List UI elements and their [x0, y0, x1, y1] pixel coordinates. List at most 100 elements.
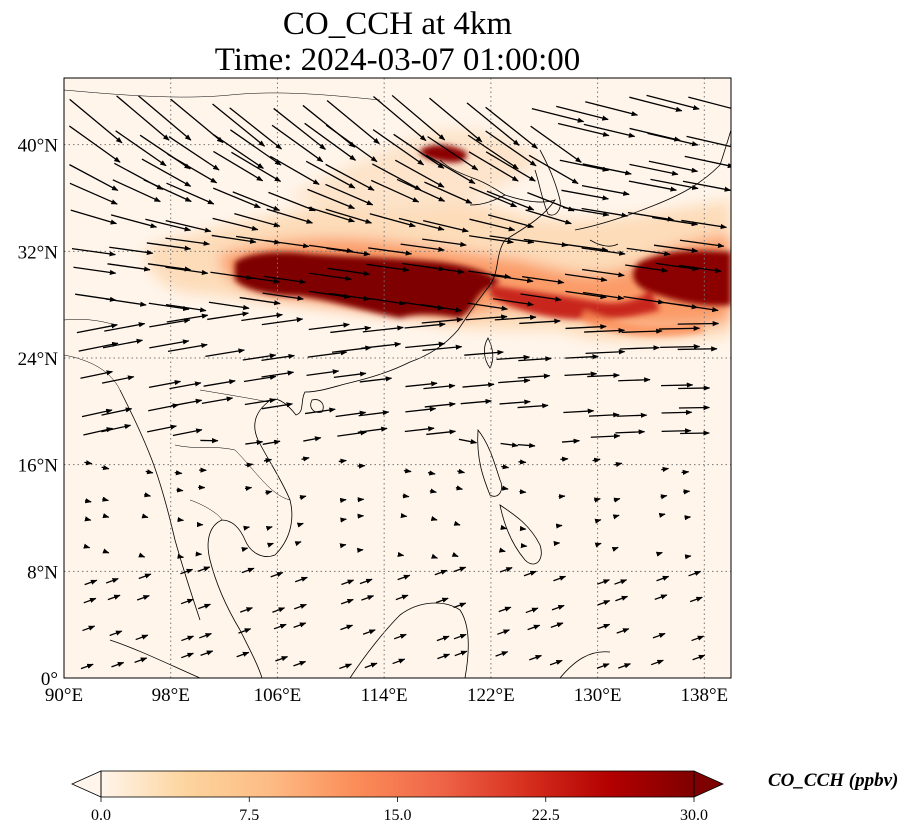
wind-arrow	[688, 570, 702, 577]
wind-arrow	[519, 489, 527, 495]
wind-arrow	[110, 214, 158, 229]
wind-arrow	[201, 396, 234, 405]
wind-arrow	[101, 424, 132, 433]
wind-arrow	[521, 275, 565, 285]
lat-tick-label: 24°N	[18, 349, 59, 370]
wind-arrow	[207, 311, 249, 321]
wind-arrow	[370, 179, 420, 203]
wind-arrow	[397, 551, 405, 557]
wind-arrow	[83, 427, 114, 436]
map-title-time: Time: 2024-03-07 01:00:00	[214, 42, 581, 78]
wind-arrow	[652, 216, 699, 227]
wind-arrow	[362, 325, 404, 333]
wind-arrow	[560, 456, 569, 462]
wind-arrow	[421, 304, 463, 313]
wind-arrow	[84, 516, 92, 522]
map-frame	[63, 77, 732, 679]
lon-tick-label: 138°E	[680, 685, 728, 706]
lat-tick-label: 8°N	[27, 562, 58, 583]
wind-arrow	[528, 154, 579, 185]
wind-arrow	[212, 103, 266, 147]
wind-arrow	[180, 598, 194, 605]
wind-arrow	[679, 239, 725, 249]
wind-arrow	[366, 263, 410, 273]
wind-arrow	[678, 385, 711, 391]
wind-arrow	[261, 402, 293, 410]
co-plume-mid-core	[490, 285, 660, 320]
wind-arrow	[435, 597, 449, 604]
lat-tick-label: 32°N	[18, 242, 59, 263]
wind-arrow	[294, 603, 307, 610]
wind-arrow	[261, 370, 295, 378]
wind-arrow	[203, 379, 236, 387]
wind-arrow	[199, 632, 212, 639]
wind-arrow	[424, 401, 456, 408]
wind-arrow	[241, 547, 249, 553]
wind-arrow	[655, 551, 663, 557]
wind-arrow	[243, 525, 251, 531]
wind-arrow	[677, 320, 720, 327]
wind-arrow	[498, 378, 531, 384]
wind-arrow	[143, 492, 152, 498]
wind-arrow	[230, 129, 282, 166]
wind-arrow	[468, 151, 519, 182]
wind-arrow	[101, 407, 133, 416]
wind-arrow	[588, 412, 620, 418]
wind-arrow	[436, 635, 450, 642]
wind-arrow	[174, 470, 183, 476]
wind-arrow	[265, 525, 273, 531]
wind-arrow	[550, 622, 564, 628]
wind-arrow	[485, 130, 537, 167]
wind-arrow	[177, 516, 185, 523]
wind-arrow	[465, 314, 508, 321]
wind-arrow	[681, 219, 728, 230]
wind-arrow	[400, 512, 408, 519]
wind-arrow	[466, 102, 520, 146]
wind-arrow	[531, 108, 585, 123]
wind-arrow	[422, 238, 467, 247]
wind-arrow	[102, 338, 144, 349]
wind-arrow	[84, 498, 92, 504]
wind-arrow	[149, 339, 190, 349]
wind-arrow	[147, 263, 192, 272]
wind-arrow	[105, 577, 119, 584]
wind-arrow	[200, 650, 214, 656]
wind-arrow	[564, 371, 598, 377]
wind-arrow	[519, 318, 561, 325]
wind-arrow	[454, 650, 468, 657]
wind-arrow	[485, 151, 536, 182]
colorbar-tick-label: 22.5	[532, 807, 560, 824]
wind-arrow	[393, 133, 445, 169]
wind-arrow	[368, 247, 413, 256]
lat-tick-label: 16°N	[18, 456, 59, 477]
wind-arrow	[136, 594, 150, 601]
philippines-luzon	[477, 428, 503, 497]
wind-arrow	[271, 124, 324, 163]
wind-arrow	[650, 178, 699, 190]
wind-arrow	[71, 247, 116, 257]
wind-arrow	[525, 607, 539, 614]
wind-arrow	[231, 151, 282, 183]
wind-arrow	[294, 541, 302, 547]
wind-arrow	[597, 579, 610, 585]
wind-arrow	[307, 188, 356, 210]
wind-arrow	[423, 383, 456, 390]
wind-arrow	[212, 187, 261, 209]
wind-arrow	[167, 153, 218, 184]
philippines-south	[499, 504, 542, 565]
wind-arrow	[430, 553, 438, 559]
wind-arrow	[565, 324, 607, 330]
wind-arrow	[213, 150, 264, 182]
wind-arrow	[83, 597, 97, 604]
wind-arrow	[269, 155, 320, 185]
wind-arrow	[101, 375, 135, 384]
wind-arrow	[555, 523, 563, 529]
wind-arrow	[654, 594, 668, 600]
wind-arrow	[492, 298, 535, 307]
wind-arrow	[165, 220, 212, 233]
wind-arrow	[402, 493, 410, 499]
wind-arrow	[325, 208, 373, 224]
wind-arrow	[309, 290, 351, 300]
wind-arrow	[73, 266, 117, 275]
wind-arrow	[464, 349, 504, 356]
